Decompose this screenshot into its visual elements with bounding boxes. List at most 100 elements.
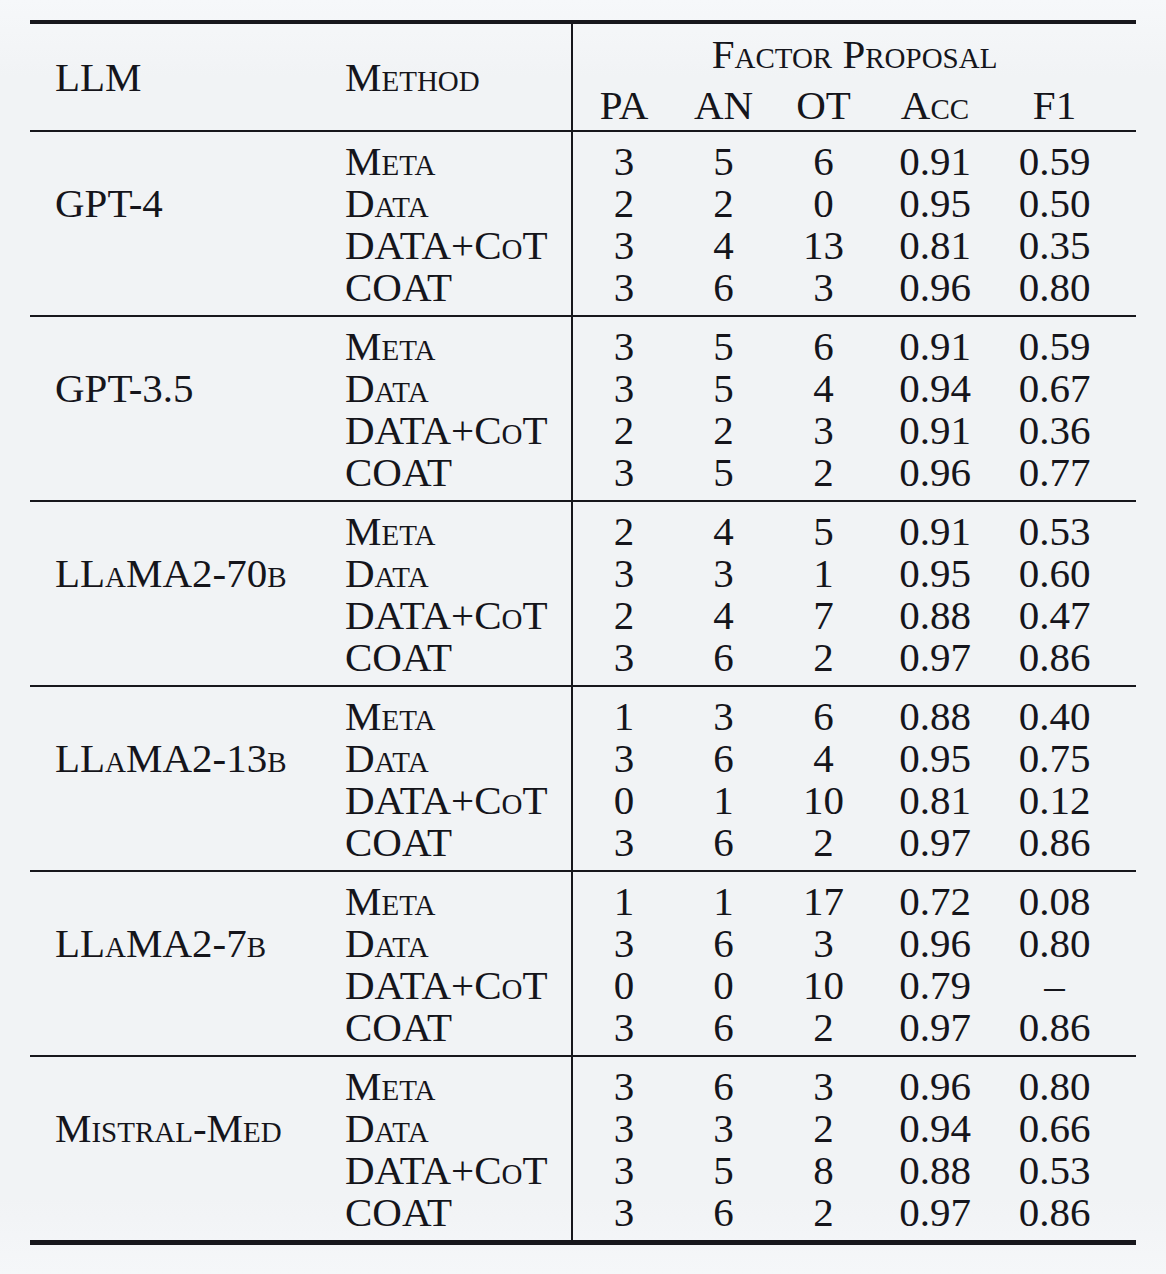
value-pa: 3 [572, 1107, 675, 1149]
value-ot: 5 [772, 501, 875, 552]
header-row-top: LLM Method Factor Proposal [30, 22, 1136, 80]
value-ot: 13 [772, 224, 875, 266]
llm-name: GPT-3.5 [30, 316, 320, 501]
value-f1: 0.60 [995, 552, 1136, 594]
value-an: 4 [675, 501, 772, 552]
llm-group: GPT-3.5Meta3560.910.59Data3540.940.67DAT… [30, 316, 1136, 501]
value-an: 0 [675, 964, 772, 1006]
value-an: 3 [675, 686, 772, 737]
paper-table-page: LLM Method Factor Proposal PA AN OT Acc … [0, 0, 1166, 1274]
value-acc: 0.72 [875, 871, 995, 922]
value-pa: 3 [572, 1191, 675, 1243]
value-pa: 2 [572, 409, 675, 451]
llm-group: LLaMA2-7bMeta11170.720.08Data3630.960.80… [30, 871, 1136, 1056]
value-f1: 0.75 [995, 737, 1136, 779]
value-ot: 2 [772, 451, 875, 501]
value-f1: 0.47 [995, 594, 1136, 636]
value-ot: 6 [772, 316, 875, 367]
value-f1: 0.80 [995, 1056, 1136, 1107]
table-row: LLaMA2-70bMeta2450.910.53 [30, 501, 1136, 552]
llm-group: GPT-4Meta3560.910.59Data2200.950.50DATA+… [30, 131, 1136, 316]
method-name: Data [320, 1107, 572, 1149]
method-name: DATA+CoT [320, 1149, 572, 1191]
value-f1: 0.80 [995, 266, 1136, 316]
value-ot: 3 [772, 266, 875, 316]
value-ot: 3 [772, 922, 875, 964]
value-ot: 2 [772, 636, 875, 686]
value-an: 3 [675, 1107, 772, 1149]
value-an: 6 [675, 1006, 772, 1056]
value-pa: 3 [572, 1056, 675, 1107]
value-an: 5 [675, 1149, 772, 1191]
method-name: Meta [320, 316, 572, 367]
table-header: LLM Method Factor Proposal PA AN OT Acc … [30, 22, 1136, 131]
value-an: 3 [675, 552, 772, 594]
value-pa: 3 [572, 316, 675, 367]
value-pa: 2 [572, 182, 675, 224]
table-row: Mistral-MedMeta3630.960.80 [30, 1056, 1136, 1107]
value-pa: 3 [572, 1149, 675, 1191]
value-ot: 10 [772, 779, 875, 821]
value-acc: 0.88 [875, 686, 995, 737]
method-name: COAT [320, 1191, 572, 1243]
value-ot: 6 [772, 686, 875, 737]
value-acc: 0.97 [875, 636, 995, 686]
value-ot: 10 [772, 964, 875, 1006]
value-acc: 0.97 [875, 1191, 995, 1243]
value-ot: 4 [772, 737, 875, 779]
value-an: 6 [675, 737, 772, 779]
method-name: Meta [320, 686, 572, 737]
value-an: 5 [675, 131, 772, 182]
llm-name: LLaMA2-13b [30, 686, 320, 871]
value-acc: 0.97 [875, 1006, 995, 1056]
value-acc: 0.96 [875, 1056, 995, 1107]
value-acc: 0.91 [875, 316, 995, 367]
value-ot: 17 [772, 871, 875, 922]
value-f1: 0.86 [995, 1191, 1136, 1243]
value-ot: 2 [772, 1006, 875, 1056]
value-acc: 0.91 [875, 501, 995, 552]
method-name: Data [320, 552, 572, 594]
value-pa: 3 [572, 821, 675, 871]
col-header-llm: LLM [30, 22, 320, 131]
value-an: 6 [675, 266, 772, 316]
value-an: 5 [675, 367, 772, 409]
table-row: GPT-3.5Meta3560.910.59 [30, 316, 1136, 367]
col-header-acc: Acc [875, 80, 995, 131]
method-name: DATA+CoT [320, 594, 572, 636]
llm-group: Mistral-MedMeta3630.960.80Data3320.940.6… [30, 1056, 1136, 1243]
method-name: Data [320, 182, 572, 224]
value-acc: 0.81 [875, 224, 995, 266]
method-name: COAT [320, 636, 572, 686]
value-pa: 3 [572, 737, 675, 779]
value-ot: 0 [772, 182, 875, 224]
value-f1: 0.08 [995, 871, 1136, 922]
value-acc: 0.95 [875, 182, 995, 224]
value-an: 5 [675, 451, 772, 501]
value-acc: 0.88 [875, 1149, 995, 1191]
value-an: 2 [675, 182, 772, 224]
value-acc: 0.94 [875, 367, 995, 409]
col-header-an: AN [675, 80, 772, 131]
value-an: 5 [675, 316, 772, 367]
value-pa: 3 [572, 552, 675, 594]
value-pa: 1 [572, 686, 675, 737]
method-name: Meta [320, 1056, 572, 1107]
value-f1: 0.67 [995, 367, 1136, 409]
value-acc: 0.95 [875, 552, 995, 594]
method-name: Data [320, 922, 572, 964]
value-f1: 0.80 [995, 922, 1136, 964]
col-header-method: Method [320, 22, 572, 131]
value-acc: 0.91 [875, 131, 995, 182]
value-an: 6 [675, 922, 772, 964]
value-f1: 0.36 [995, 409, 1136, 451]
value-ot: 4 [772, 367, 875, 409]
value-f1: 0.59 [995, 131, 1136, 182]
value-f1: 0.35 [995, 224, 1136, 266]
table-row: LLaMA2-13bMeta1360.880.40 [30, 686, 1136, 737]
method-name: DATA+CoT [320, 779, 572, 821]
method-name: COAT [320, 821, 572, 871]
method-name: Meta [320, 501, 572, 552]
value-an: 1 [675, 779, 772, 821]
value-pa: 3 [572, 131, 675, 182]
